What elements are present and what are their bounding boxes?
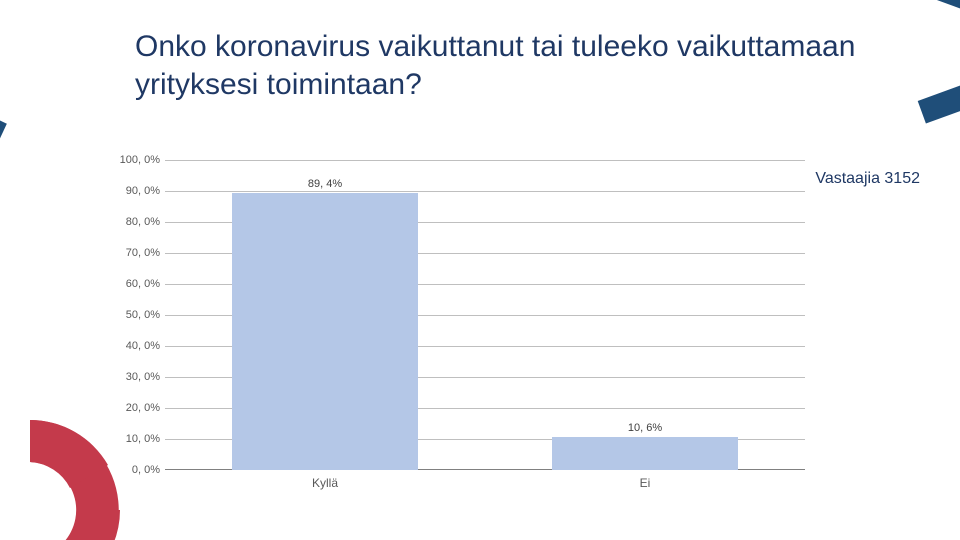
- bar: 10, 6%: [552, 437, 738, 470]
- y-tick-label: 60, 0%: [105, 278, 160, 290]
- y-tick-label: 20, 0%: [105, 402, 160, 414]
- y-tick-label: 80, 0%: [105, 216, 160, 228]
- x-tick-label: Ei: [485, 476, 805, 490]
- bar: 89, 4%: [232, 193, 418, 470]
- bar-value-label: 89, 4%: [233, 178, 417, 190]
- x-tick-label: Kyllä: [165, 476, 485, 490]
- respondents-count: Vastaajia 3152: [815, 170, 920, 188]
- y-tick-label: 40, 0%: [105, 340, 160, 352]
- decor-top-right: [890, 0, 960, 170]
- y-tick-label: 50, 0%: [105, 309, 160, 321]
- y-tick-label: 0, 0%: [105, 464, 160, 476]
- plot-area: 89, 4% 10, 6%: [165, 160, 805, 470]
- y-tick-label: 100, 0%: [105, 154, 160, 166]
- gridline: [165, 160, 805, 161]
- chart-title: Onko koronavirus vaikuttanut tai tuleeko…: [135, 28, 865, 103]
- bar-chart: 89, 4% 10, 6% 0, 0% 10, 0% 20, 0% 30, 0% 40, …: [105, 160, 805, 495]
- slide: Onko koronavirus vaikuttanut tai tuleeko…: [0, 0, 960, 540]
- y-tick-label: 70, 0%: [105, 247, 160, 259]
- y-tick-label: 90, 0%: [105, 185, 160, 197]
- gridline: [165, 191, 805, 192]
- bar-value-label: 10, 6%: [553, 422, 737, 434]
- y-tick-label: 30, 0%: [105, 371, 160, 383]
- y-tick-label: 10, 0%: [105, 433, 160, 445]
- decor-top-left: [0, 0, 80, 220]
